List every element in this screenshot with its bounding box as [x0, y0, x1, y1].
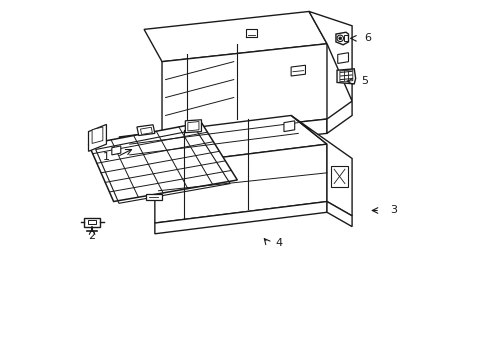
- Text: 3: 3: [389, 206, 396, 216]
- Polygon shape: [84, 218, 100, 226]
- Polygon shape: [330, 166, 348, 187]
- Text: 5: 5: [361, 76, 367, 86]
- Polygon shape: [119, 116, 326, 166]
- Text: 1: 1: [103, 152, 110, 162]
- Polygon shape: [162, 119, 326, 151]
- Polygon shape: [335, 32, 348, 45]
- Polygon shape: [284, 121, 294, 132]
- Polygon shape: [162, 44, 326, 137]
- Polygon shape: [155, 202, 326, 234]
- Polygon shape: [88, 220, 96, 224]
- Polygon shape: [140, 127, 152, 134]
- Polygon shape: [290, 65, 305, 76]
- Polygon shape: [337, 53, 348, 63]
- Polygon shape: [137, 125, 155, 135]
- Polygon shape: [290, 116, 351, 216]
- Polygon shape: [88, 125, 106, 151]
- Circle shape: [336, 35, 343, 41]
- Text: 4: 4: [274, 238, 282, 248]
- Polygon shape: [326, 202, 351, 226]
- Polygon shape: [92, 127, 102, 143]
- Polygon shape: [112, 146, 121, 155]
- Polygon shape: [185, 120, 201, 133]
- Circle shape: [338, 37, 341, 40]
- Polygon shape: [336, 69, 355, 84]
- Text: 6: 6: [364, 33, 371, 43]
- Polygon shape: [308, 12, 351, 101]
- Text: 2: 2: [88, 231, 96, 240]
- Polygon shape: [326, 101, 351, 134]
- Polygon shape: [187, 122, 199, 131]
- Polygon shape: [155, 144, 326, 223]
- Polygon shape: [144, 12, 326, 62]
- Polygon shape: [145, 194, 162, 200]
- Polygon shape: [88, 123, 237, 202]
